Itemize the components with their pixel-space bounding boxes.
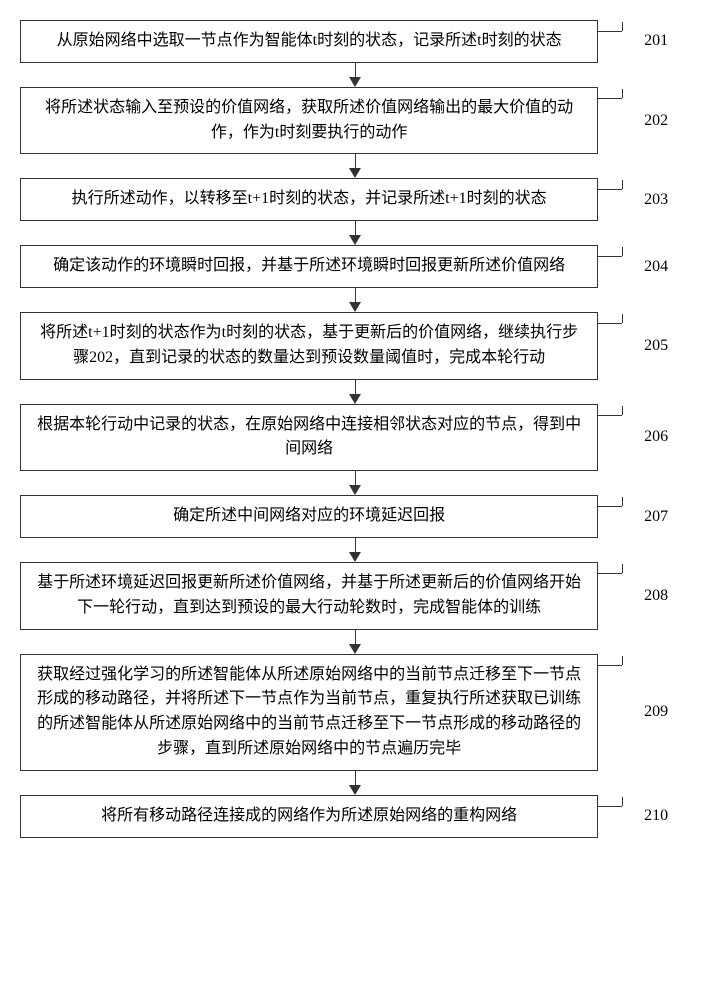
flow-row: 获取经过强化学习的所述智能体从所述原始网络中的当前节点迁移至下一节点形成的移动路… (20, 654, 690, 771)
step-box-202: 将所述状态输入至预设的价值网络，获取所述价值网络输出的最大价值的动作，作为t时刻… (20, 87, 598, 155)
step-label-203: 203 (638, 191, 690, 209)
label-connector (598, 89, 638, 107)
arrow-down-icon (349, 471, 361, 495)
step-label-206: 206 (638, 428, 690, 446)
label-connector (598, 656, 638, 674)
step-box-205: 将所述t+1时刻的状态作为t时刻的状态，基于更新后的价值网络，继续执行步骤202… (20, 312, 598, 380)
step-box-209: 获取经过强化学习的所述智能体从所述原始网络中的当前节点迁移至下一节点形成的移动路… (20, 654, 598, 771)
arrow-down-icon (349, 630, 361, 654)
arrow-down-icon (349, 221, 361, 245)
flow-row: 将所述状态输入至预设的价值网络，获取所述价值网络输出的最大价值的动作，作为t时刻… (20, 87, 690, 155)
step-box-201: 从原始网络中选取一节点作为智能体t时刻的状态，记录所述t时刻的状态 (20, 20, 598, 63)
flow-row: 确定该动作的环境瞬时回报，并基于所述环境瞬时回报更新所述价值网络 204 (20, 245, 690, 288)
label-connector (598, 797, 638, 815)
step-box-206: 根据本轮行动中记录的状态，在原始网络中连接相邻状态对应的节点，得到中间网络 (20, 404, 598, 472)
step-box-204: 确定该动作的环境瞬时回报，并基于所述环境瞬时回报更新所述价值网络 (20, 245, 598, 288)
label-connector (598, 247, 638, 265)
label-connector (598, 497, 638, 515)
flow-row: 从原始网络中选取一节点作为智能体t时刻的状态，记录所述t时刻的状态 201 (20, 20, 690, 63)
arrow-down-icon (349, 154, 361, 178)
flow-row: 将所述t+1时刻的状态作为t时刻的状态，基于更新后的价值网络，继续执行步骤202… (20, 312, 690, 380)
arrow-down-icon (349, 771, 361, 795)
flow-row: 确定所述中间网络对应的环境延迟回报 207 (20, 495, 690, 538)
step-label-205: 205 (638, 337, 690, 355)
step-label-201: 201 (638, 32, 690, 50)
flow-row: 执行所述动作，以转移至t+1时刻的状态，并记录所述t+1时刻的状态 203 (20, 178, 690, 221)
label-connector (598, 564, 638, 582)
arrow-down-icon (349, 288, 361, 312)
arrow-down-icon (349, 538, 361, 562)
flow-row: 将所有移动路径连接成的网络作为所述原始网络的重构网络 210 (20, 795, 690, 838)
step-label-207: 207 (638, 508, 690, 526)
step-box-207: 确定所述中间网络对应的环境延迟回报 (20, 495, 598, 538)
label-connector (598, 406, 638, 424)
step-label-202: 202 (638, 112, 690, 130)
step-label-209: 209 (638, 703, 690, 721)
arrow-down-icon (349, 63, 361, 87)
label-connector (598, 180, 638, 198)
label-connector (598, 22, 638, 40)
step-label-210: 210 (638, 807, 690, 825)
step-label-204: 204 (638, 258, 690, 276)
flow-row: 基于所述环境延迟回报更新所述价值网络，并基于所述更新后的价值网络开始下一轮行动，… (20, 562, 690, 630)
step-box-208: 基于所述环境延迟回报更新所述价值网络，并基于所述更新后的价值网络开始下一轮行动，… (20, 562, 598, 630)
arrow-down-icon (349, 380, 361, 404)
flowchart-container: 从原始网络中选取一节点作为智能体t时刻的状态，记录所述t时刻的状态 201 将所… (20, 20, 690, 838)
flow-row: 根据本轮行动中记录的状态，在原始网络中连接相邻状态对应的节点，得到中间网络 20… (20, 404, 690, 472)
step-box-203: 执行所述动作，以转移至t+1时刻的状态，并记录所述t+1时刻的状态 (20, 178, 598, 221)
step-label-208: 208 (638, 587, 690, 605)
step-box-210: 将所有移动路径连接成的网络作为所述原始网络的重构网络 (20, 795, 598, 838)
label-connector (598, 314, 638, 332)
